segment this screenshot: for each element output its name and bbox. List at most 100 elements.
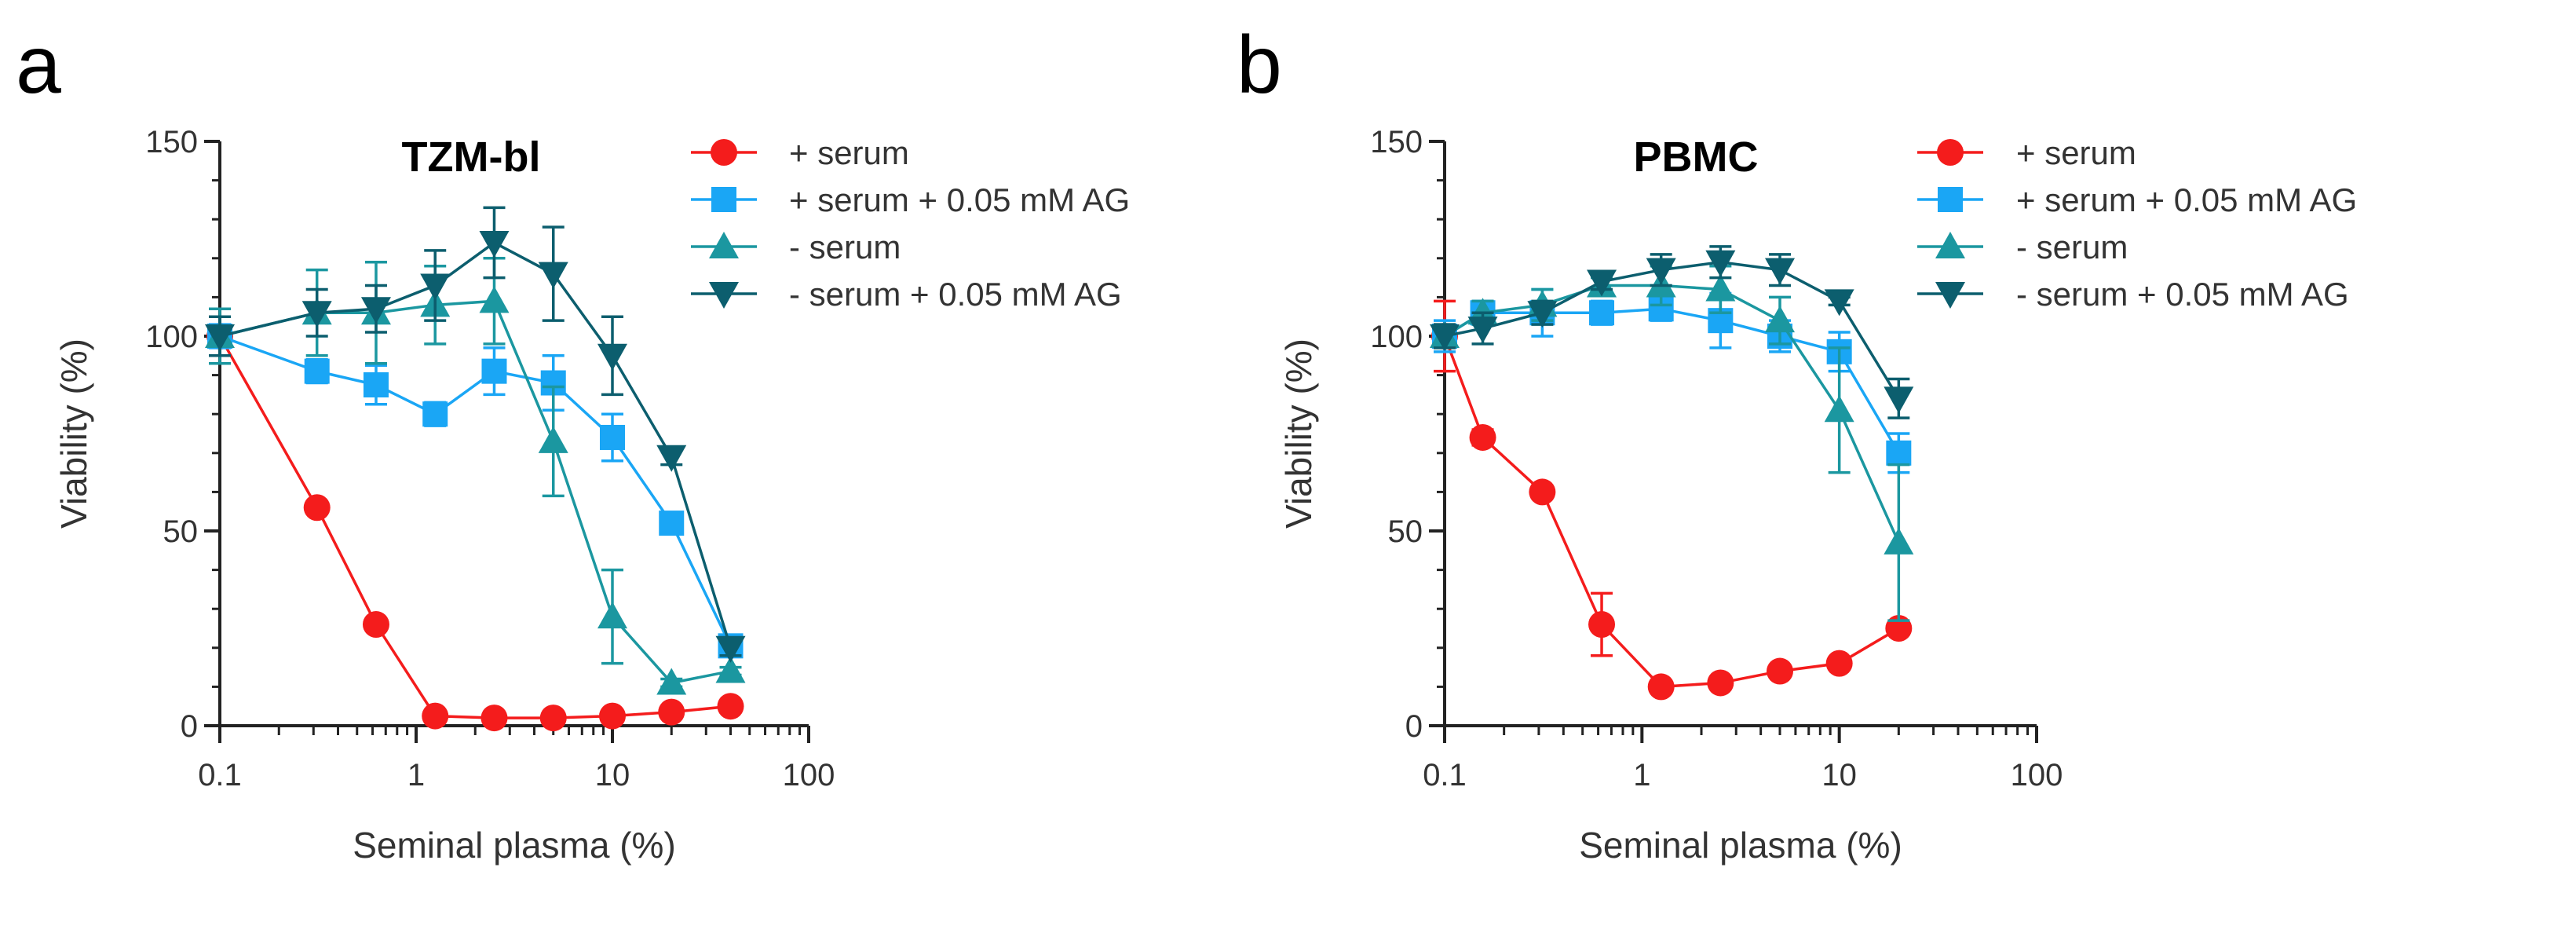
data-point — [1884, 527, 1914, 555]
x-tick-label: 100 — [2011, 758, 2063, 792]
data-point — [1707, 669, 1734, 697]
data-point — [480, 705, 508, 732]
y-axis-label: Viability (%) — [1278, 339, 1319, 529]
data-point — [1647, 673, 1675, 701]
y-tick-label: 150 — [1370, 125, 1423, 159]
data-point — [1767, 657, 1794, 685]
data-point — [1824, 395, 1854, 423]
x-tick-label: 0.1 — [1423, 758, 1467, 792]
x-tick-label: 1 — [407, 758, 425, 792]
series-minus_serum — [205, 257, 746, 695]
series-line — [219, 335, 733, 647]
data-point — [363, 372, 389, 397]
legend-marker — [1935, 282, 1965, 309]
chart-title: TZM-bl — [402, 134, 541, 181]
legend-label: + serum — [789, 134, 909, 171]
data-point — [1587, 269, 1617, 297]
legend-label: - serum + 0.05 mM AG — [2016, 276, 2349, 313]
data-point — [362, 611, 389, 639]
data-point — [481, 358, 507, 384]
data-point — [597, 343, 627, 371]
y-axis-label: Viability (%) — [53, 339, 94, 529]
panel-a: a TZM-bl 0 50 100 150 0.1 1 10 100 Seminal plasma … — [16, 20, 1130, 866]
y-tick-label: 50 — [1388, 514, 1423, 549]
y-tick-label: 150 — [145, 125, 198, 159]
series-line — [219, 299, 731, 685]
data-point — [1886, 440, 1912, 466]
y-tick-label: 100 — [1370, 320, 1423, 354]
data-point — [1824, 289, 1854, 317]
data-point — [659, 511, 685, 536]
series-plus_serum — [1431, 299, 1913, 701]
legend-label: - serum — [2016, 229, 2128, 265]
series-minus_serum_ag — [1430, 245, 1914, 419]
data-point — [479, 230, 510, 258]
data-point — [360, 297, 391, 324]
data-point — [600, 424, 625, 450]
data-point — [656, 445, 687, 472]
data-point — [205, 324, 235, 351]
data-point — [1529, 478, 1556, 506]
data-point — [656, 668, 687, 695]
legend-label: - serum — [789, 229, 901, 265]
data-point — [1705, 250, 1736, 277]
legend-label: + serum + 0.05 mM AG — [2016, 181, 2357, 218]
data-point — [658, 698, 685, 726]
data-point — [1765, 258, 1796, 285]
data-point — [715, 635, 746, 663]
data-point — [1765, 306, 1796, 333]
y-tick-label: 100 — [145, 320, 198, 354]
series-line — [1444, 260, 1900, 400]
data-point — [715, 656, 746, 683]
panel-b: b PBMC 0 50 100 150 0.1 1 10 100 Seminal plasma (%… — [1237, 20, 2357, 866]
data-point — [1430, 324, 1460, 351]
legend-label: - serum + 0.05 mM AG — [789, 276, 1122, 313]
data-point — [539, 705, 567, 732]
series-plus_serum_ag — [207, 323, 744, 659]
series-minus_serum_ag — [205, 206, 746, 663]
data-point — [538, 426, 568, 453]
data-point — [304, 358, 330, 384]
x-tick-label: 100 — [783, 758, 835, 792]
data-point — [301, 301, 332, 328]
x-axis-label: Seminal plasma (%) — [1579, 825, 1902, 866]
data-point — [717, 693, 744, 720]
x-tick-label: 10 — [595, 758, 630, 792]
data-point — [1705, 274, 1736, 302]
data-point — [1589, 300, 1615, 326]
series-line — [218, 335, 731, 719]
legend-label: + serum — [2016, 134, 2136, 171]
data-point — [1527, 301, 1558, 328]
x-tick-label: 10 — [1821, 758, 1857, 792]
series-line — [1444, 307, 1900, 454]
x-tick-label: 0.1 — [198, 758, 242, 792]
data-point — [1884, 386, 1914, 414]
y-tick-label: 0 — [181, 709, 198, 744]
data-point — [1467, 317, 1498, 344]
y-tick-label: 0 — [1405, 709, 1423, 744]
legend-marker — [709, 282, 739, 309]
data-point — [422, 702, 449, 730]
legend-marker — [1937, 139, 1964, 166]
data-point — [597, 602, 627, 629]
panel-label: a — [16, 20, 61, 111]
data-point — [420, 273, 451, 301]
data-point — [1825, 650, 1853, 677]
data-point — [599, 702, 626, 730]
y-tick-label: 50 — [163, 514, 199, 549]
series-line — [1443, 335, 1900, 689]
x-tick-label: 1 — [1633, 758, 1650, 792]
data-point — [538, 262, 568, 289]
legend-marker — [709, 232, 739, 258]
x-axis-label: Seminal plasma (%) — [353, 825, 676, 866]
panel-label: b — [1237, 20, 1282, 111]
legend-marker — [1938, 187, 1963, 212]
data-point — [479, 286, 510, 313]
data-point — [1588, 611, 1616, 639]
data-point — [1646, 258, 1676, 285]
legend-marker — [1935, 232, 1965, 258]
data-point — [303, 494, 331, 522]
data-point — [422, 401, 448, 427]
chart-title: PBMC — [1634, 134, 1759, 181]
legend-marker — [711, 187, 736, 212]
